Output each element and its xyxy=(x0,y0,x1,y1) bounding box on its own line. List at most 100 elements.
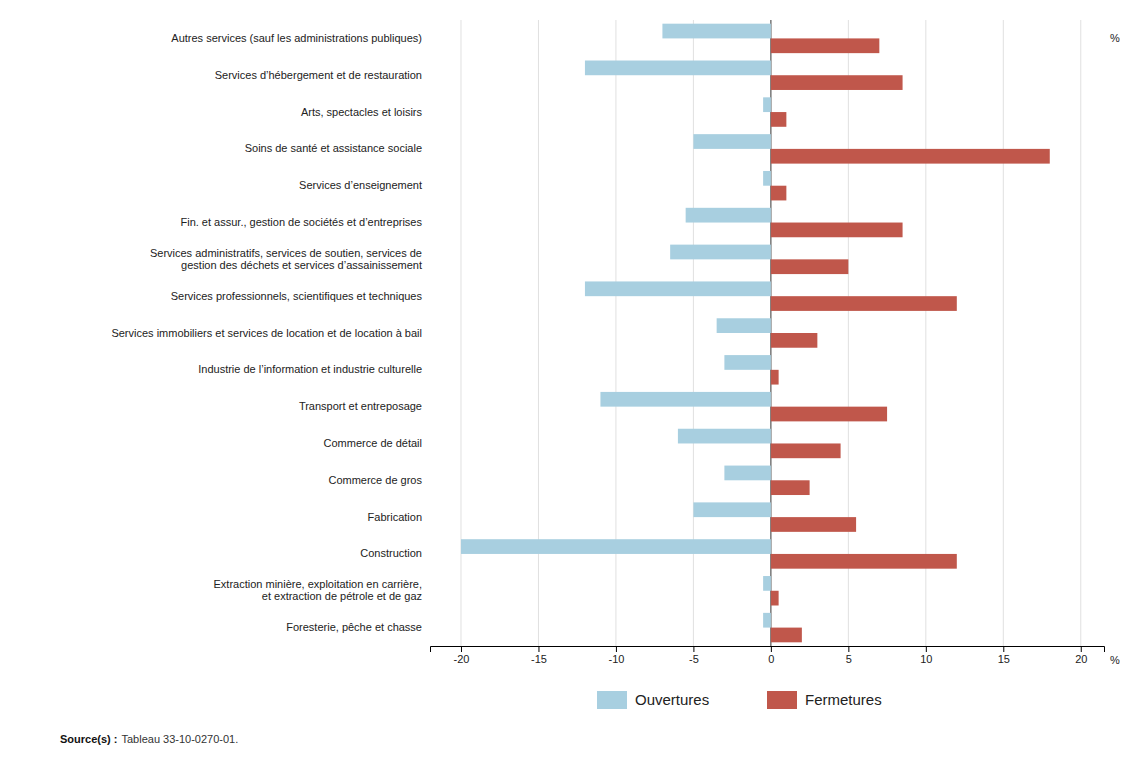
bar xyxy=(771,443,841,458)
tick: Fabrication xyxy=(368,511,422,523)
bar xyxy=(763,97,771,112)
tick-label: Services administratifs, services de sou… xyxy=(150,247,422,271)
tick: Construction xyxy=(360,547,422,559)
tick-mark xyxy=(616,646,617,652)
tick-label-line: et extraction de pétrole et de gaz xyxy=(262,590,422,602)
legend-item: Ouvertures xyxy=(597,691,709,709)
grid-line xyxy=(1003,20,1004,646)
tick-label: -10 xyxy=(608,653,624,665)
legend-item: Fermetures xyxy=(767,691,882,709)
tick-label-line: Soins de santé et assistance sociale xyxy=(245,142,422,154)
bar xyxy=(670,245,771,260)
tick-label-line: Fin. et assur., gestion de sociétés et d… xyxy=(180,216,422,228)
tick-label-line: Foresterie, pêche et chasse xyxy=(286,621,422,633)
bar xyxy=(585,61,771,76)
tick-mark xyxy=(1081,646,1082,652)
tick: Services administratifs, services de sou… xyxy=(150,247,422,271)
chart: -20 -15 -10 -5 0 5 10 15 20% Autres services (sau… xyxy=(0,0,1140,761)
bar xyxy=(763,576,771,591)
tick-label-line: Extraction minière, exploitation en carr… xyxy=(214,578,422,590)
bar xyxy=(771,554,957,569)
tick-mark xyxy=(771,646,772,652)
bars xyxy=(461,24,1050,643)
grid-line xyxy=(925,20,926,646)
tick: Foresterie, pêche et chasse xyxy=(286,621,422,633)
tick-label: Commerce de détail xyxy=(324,437,422,449)
tick-label: -20 xyxy=(454,653,470,665)
bar xyxy=(771,407,887,422)
tick-label: Extraction minière, exploitation en carr… xyxy=(214,578,422,602)
tick-label-line: Arts, spectacles et loisirs xyxy=(301,106,423,118)
tick-label: Commerce de gros xyxy=(328,474,422,486)
bar xyxy=(771,628,802,643)
tick-label-line: Construction xyxy=(360,547,422,559)
tick: Arts, spectacles et loisirs xyxy=(301,106,423,118)
tick-label-line: Autres services (sauf les administration… xyxy=(171,32,422,44)
tick: 5 xyxy=(846,646,852,665)
bar xyxy=(693,134,770,149)
bar xyxy=(771,112,786,127)
tick: 20 xyxy=(1075,646,1087,665)
tick-label-line: Services immobiliers et services de loca… xyxy=(111,327,422,339)
tick: 0 xyxy=(768,646,774,665)
bar xyxy=(724,355,770,370)
tick-mark xyxy=(1003,646,1004,652)
series xyxy=(771,38,1050,642)
tick-label: Services d’enseignement xyxy=(299,179,422,191)
grid-line xyxy=(848,20,849,646)
tick-label: Construction xyxy=(360,547,422,559)
tick-label: Soins de santé et assistance sociale xyxy=(245,142,422,154)
legend-label: Fermetures xyxy=(805,691,882,708)
tick-label-line: Fabrication xyxy=(368,511,422,523)
tick-label: Industrie de l’information et industrie … xyxy=(198,363,422,375)
tick-label: Services professionnels, scientifiques e… xyxy=(171,290,423,302)
bar xyxy=(585,281,771,296)
tick: -15 xyxy=(531,646,547,665)
bar xyxy=(771,517,856,532)
bar xyxy=(771,296,957,311)
tick: Services immobiliers et services de loca… xyxy=(111,327,422,339)
tick-label: -5 xyxy=(689,653,699,665)
bar xyxy=(763,171,771,186)
tick: Industrie de l’information et industrie … xyxy=(198,363,422,375)
bar xyxy=(461,539,771,554)
tick: 15 xyxy=(998,646,1010,665)
tick: Soins de santé et assistance sociale xyxy=(245,142,422,154)
tick-label: Foresterie, pêche et chasse xyxy=(286,621,422,633)
tick-label: Services immobiliers et services de loca… xyxy=(111,327,422,339)
tick-label: 10 xyxy=(920,653,932,665)
tick-mark xyxy=(848,646,849,652)
bar xyxy=(662,24,770,39)
source-part: Tableau 33-10-0270-01. xyxy=(121,733,238,745)
bar xyxy=(771,259,848,274)
bar xyxy=(771,223,903,238)
grid-line xyxy=(1080,20,1081,646)
tick: Commerce de détail xyxy=(324,437,422,449)
annotation: % xyxy=(1110,32,1120,44)
tick: Services d’hébergement et de restauratio… xyxy=(215,69,422,81)
tick-label: Transport et entreposage xyxy=(299,400,422,412)
tick: -10 xyxy=(608,646,624,665)
source-part: Source(s) : xyxy=(60,733,117,745)
tick-label-line: Commerce de détail xyxy=(324,437,422,449)
tick-label: 0 xyxy=(768,653,774,665)
axis-line xyxy=(431,647,1105,653)
tick-label-line: Services d’hébergement et de restauratio… xyxy=(215,69,422,81)
source: Source(s) : Tableau 33-10-0270-01. xyxy=(60,733,238,745)
bar xyxy=(717,318,771,333)
tick: Commerce de gros xyxy=(328,474,422,486)
bar xyxy=(771,186,786,201)
tick-label: Arts, spectacles et loisirs xyxy=(301,106,423,118)
tick-mark xyxy=(926,646,927,652)
tick-label-line: Industrie de l’information et industrie … xyxy=(198,363,422,375)
tick: Fin. et assur., gestion de sociétés et d… xyxy=(180,216,422,228)
legend-label: Ouvertures xyxy=(635,691,709,708)
tick-label: 20 xyxy=(1075,653,1087,665)
bar xyxy=(771,480,810,495)
tick-label-line: gestion des déchets et services d’assain… xyxy=(181,259,422,271)
tick-label: -15 xyxy=(531,653,547,665)
tick: -20 xyxy=(454,646,470,665)
tick: Transport et entreposage xyxy=(299,400,422,412)
tick: -5 xyxy=(689,646,699,665)
bar xyxy=(771,75,903,90)
